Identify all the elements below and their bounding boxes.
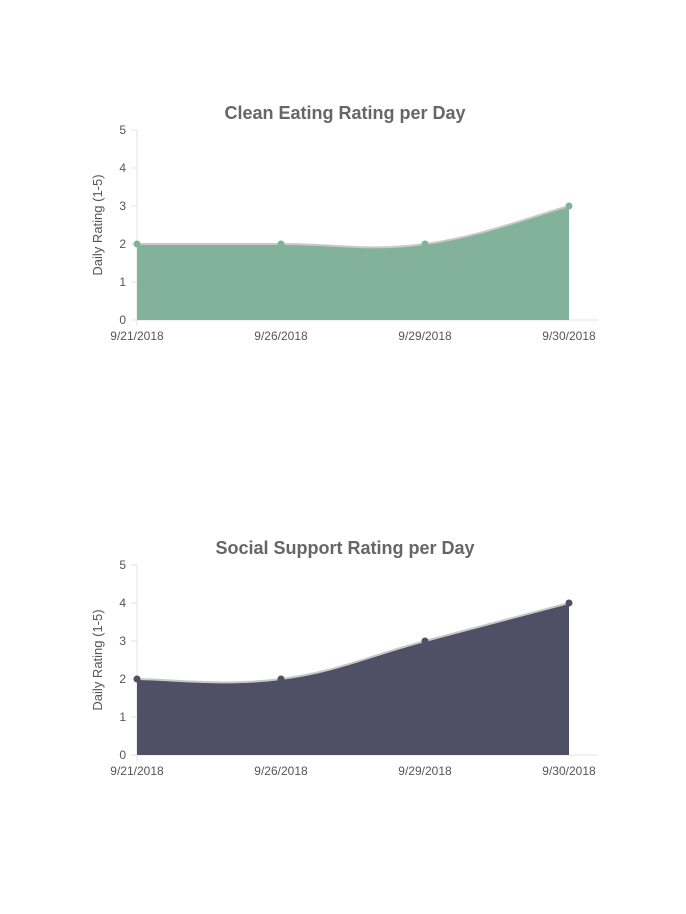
x-tick-label: 9/21/2018 bbox=[110, 329, 164, 343]
data-point bbox=[421, 240, 429, 248]
data-point bbox=[277, 240, 285, 248]
y-tick-label: 1 bbox=[119, 275, 126, 289]
x-tick-label: 9/26/2018 bbox=[254, 329, 308, 343]
social-support-chart: Social Support Rating per Day Daily Rati… bbox=[0, 530, 686, 790]
clean-eating-chart: Clean Eating Rating per Day Daily Rating… bbox=[0, 95, 686, 355]
y-axis-label: Daily Rating (1-5) bbox=[90, 174, 105, 275]
x-tick-label: 9/30/2018 bbox=[542, 329, 596, 343]
series-line bbox=[136, 602, 570, 684]
data-point bbox=[133, 675, 141, 683]
x-tick-label: 9/29/2018 bbox=[398, 764, 452, 778]
y-tick-label: 0 bbox=[119, 313, 126, 327]
clean-eating-chart-svg: Clean Eating Rating per Day Daily Rating… bbox=[90, 103, 598, 343]
x-tick-label: 9/30/2018 bbox=[542, 764, 596, 778]
data-point bbox=[133, 240, 141, 248]
y-tick-label: 4 bbox=[119, 596, 126, 610]
chart-title: Social Support Rating per Day bbox=[215, 538, 474, 558]
y-tick-label: 4 bbox=[119, 161, 126, 175]
y-tick-label: 2 bbox=[119, 237, 126, 251]
data-point bbox=[277, 675, 285, 683]
y-tick-label: 5 bbox=[119, 123, 126, 137]
y-tick-label: 1 bbox=[119, 710, 126, 724]
y-tick-label: 2 bbox=[119, 672, 126, 686]
data-point bbox=[421, 637, 429, 645]
series-line bbox=[136, 205, 570, 249]
x-tick-label: 9/26/2018 bbox=[254, 764, 308, 778]
social-support-chart-svg: Social Support Rating per Day Daily Rati… bbox=[90, 538, 598, 778]
series-area bbox=[137, 206, 569, 320]
y-tick-label: 0 bbox=[119, 748, 126, 762]
data-point bbox=[565, 202, 573, 210]
y-axis-label: Daily Rating (1-5) bbox=[90, 609, 105, 710]
y-tick-label: 3 bbox=[119, 634, 126, 648]
series-area bbox=[137, 603, 569, 755]
y-tick-label: 5 bbox=[119, 558, 126, 572]
plot-area: 0 1 2 3 4 5 9/21/2018 9/26/2018 9/29/2018 9/30/20… bbox=[110, 558, 598, 778]
x-tick-label: 9/21/2018 bbox=[110, 764, 164, 778]
data-point bbox=[565, 599, 573, 607]
x-tick-label: 9/29/2018 bbox=[398, 329, 452, 343]
chart-title: Clean Eating Rating per Day bbox=[224, 103, 465, 123]
y-tick-label: 3 bbox=[119, 199, 126, 213]
plot-area: 0 1 2 3 4 5 9/21/2018 9/26/2018 9/29/2018 9/30/20… bbox=[110, 123, 598, 343]
